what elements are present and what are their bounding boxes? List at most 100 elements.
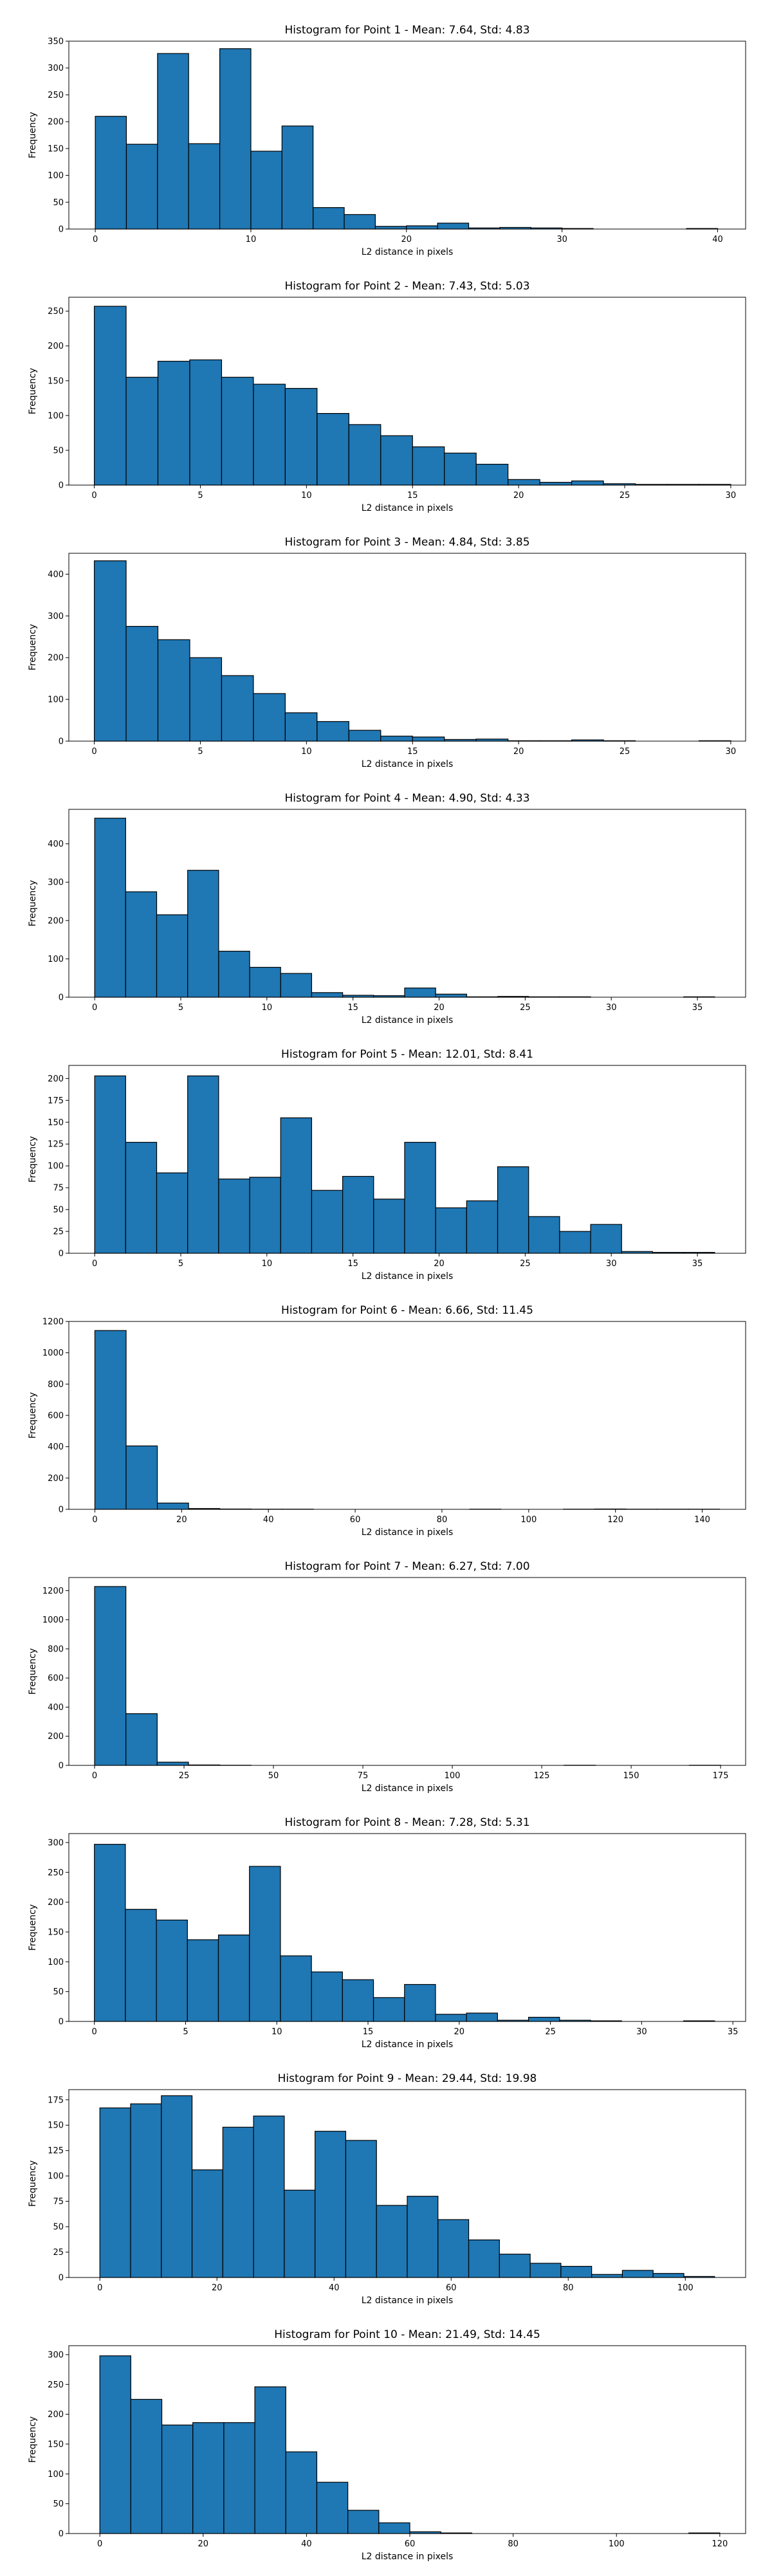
histogram-bar bbox=[405, 1985, 436, 2021]
y-axis-label: Frequency bbox=[28, 1136, 38, 1182]
x-tick-label: 35 bbox=[728, 2027, 739, 2037]
histogram-bar bbox=[405, 988, 436, 997]
x-tick-label: 40 bbox=[301, 2539, 312, 2549]
histogram-bar bbox=[187, 1940, 218, 2021]
x-tick-label: 20 bbox=[434, 1259, 445, 1269]
histogram-bar bbox=[313, 208, 344, 229]
histogram-bar bbox=[344, 214, 375, 229]
x-tick-label: 40 bbox=[712, 235, 723, 244]
x-tick-label: 25 bbox=[545, 2027, 556, 2037]
y-tick-label: 400 bbox=[48, 1703, 64, 1713]
histogram-bar bbox=[251, 151, 282, 229]
histogram-bar bbox=[95, 1076, 125, 1253]
histogram-bar bbox=[250, 968, 280, 997]
histogram-bar bbox=[221, 377, 253, 485]
histogram-bar bbox=[280, 973, 311, 997]
bars bbox=[100, 2356, 720, 2534]
x-axis-label: L2 distance in pixels bbox=[362, 1271, 454, 1282]
histogram-bar bbox=[286, 2452, 317, 2534]
x-tick-label: 0 bbox=[93, 235, 98, 244]
y-tick-label: 50 bbox=[53, 1206, 64, 1215]
histogram-bar bbox=[280, 1118, 311, 1253]
histogram-bar bbox=[95, 561, 126, 741]
x-tick-label: 40 bbox=[263, 1515, 274, 1525]
chart-title: Histogram for Point 1 - Mean: 7.64, Std:… bbox=[284, 24, 529, 37]
histogram-bar bbox=[529, 2018, 560, 2021]
histogram-bar bbox=[466, 1201, 497, 1253]
y-tick-label: 800 bbox=[48, 1380, 64, 1390]
y-tick-label: 1000 bbox=[42, 1348, 64, 1358]
y-tick-label: 300 bbox=[48, 2350, 64, 2360]
histogram-bar bbox=[560, 1231, 591, 1253]
x-tick-label: 30 bbox=[606, 1259, 617, 1269]
x-tick-label: 20 bbox=[212, 2283, 223, 2293]
x-tick-label: 20 bbox=[401, 235, 412, 244]
y-tick-label: 50 bbox=[53, 2223, 64, 2232]
y-tick-label: 0 bbox=[59, 1249, 64, 1259]
x-tick-label: 30 bbox=[636, 2027, 647, 2037]
bars bbox=[95, 818, 715, 997]
histogram-bar bbox=[126, 1446, 158, 1509]
y-tick-label: 175 bbox=[48, 2095, 64, 2105]
chart-title: Histogram for Point 4 - Mean: 4.90, Std:… bbox=[284, 792, 529, 805]
x-tick-label: 10 bbox=[301, 747, 312, 757]
histogram-bar bbox=[349, 425, 380, 485]
y-tick-label: 0 bbox=[59, 737, 64, 747]
histogram-bar bbox=[126, 627, 158, 741]
y-tick-label: 0 bbox=[59, 993, 64, 1003]
x-tick-label: 30 bbox=[726, 747, 737, 757]
histogram-bar bbox=[157, 1173, 188, 1253]
x-tick-label: 80 bbox=[563, 2283, 574, 2293]
histogram-bar bbox=[250, 1177, 280, 1253]
histogram-bar bbox=[95, 306, 126, 485]
x-tick-label: 20 bbox=[434, 1003, 445, 1013]
x-tick-label: 20 bbox=[513, 491, 524, 501]
x-tick-label: 35 bbox=[692, 1003, 703, 1013]
x-axis-label: L2 distance in pixels bbox=[362, 759, 454, 769]
y-tick-label: 250 bbox=[48, 2380, 64, 2390]
y-tick-label: 200 bbox=[48, 342, 64, 351]
histogram-panel-4: Histogram for Point 4 - Mean: 4.90, Std:… bbox=[28, 792, 746, 1026]
y-tick-label: 50 bbox=[53, 446, 64, 455]
histogram-bar bbox=[253, 2116, 284, 2277]
histogram-bar bbox=[193, 2423, 224, 2534]
y-tick-label: 100 bbox=[48, 955, 64, 964]
x-tick-label: 0 bbox=[97, 2539, 102, 2549]
y-tick-label: 100 bbox=[48, 1958, 64, 1967]
y-tick-label: 100 bbox=[48, 2470, 64, 2479]
y-tick-label: 1000 bbox=[42, 1615, 64, 1625]
histogram-panel-1: Histogram for Point 1 - Mean: 7.64, Std:… bbox=[28, 24, 746, 257]
histogram-panel-8: Histogram for Point 8 - Mean: 7.28, Std:… bbox=[28, 1816, 746, 2050]
y-tick-label: 0 bbox=[59, 481, 64, 491]
y-tick-label: 150 bbox=[48, 1927, 64, 1937]
x-tick-label: 20 bbox=[454, 2027, 465, 2037]
histogram-bar bbox=[348, 2510, 379, 2534]
x-tick-label: 10 bbox=[262, 1003, 273, 1013]
x-tick-label: 100 bbox=[520, 1515, 537, 1525]
x-axis-label: L2 distance in pixels bbox=[362, 2039, 454, 2050]
y-tick-label: 600 bbox=[48, 1412, 64, 1421]
histogram-bar bbox=[622, 2270, 653, 2277]
histogram-bar bbox=[376, 2205, 407, 2277]
histogram-bar bbox=[95, 1587, 126, 1765]
histogram-bar bbox=[407, 2196, 438, 2277]
histogram-bar bbox=[315, 2131, 346, 2277]
x-tick-label: 175 bbox=[713, 1771, 729, 1781]
histogram-bar bbox=[498, 1167, 529, 1253]
x-tick-label: 5 bbox=[178, 1003, 183, 1013]
y-tick-label: 250 bbox=[48, 307, 64, 317]
histogram-bar bbox=[219, 1935, 250, 2021]
histogram-bar bbox=[591, 1224, 621, 1253]
histogram-bar bbox=[188, 870, 219, 997]
y-tick-label: 150 bbox=[48, 144, 64, 154]
histogram-bar bbox=[253, 694, 285, 741]
histogram-bar bbox=[311, 1972, 342, 2021]
histogram-bar bbox=[436, 994, 466, 997]
histogram-bar bbox=[158, 53, 188, 229]
y-tick-label: 100 bbox=[48, 411, 64, 421]
histogram-bar bbox=[540, 483, 571, 485]
x-tick-label: 100 bbox=[609, 2539, 625, 2549]
x-tick-label: 100 bbox=[445, 1771, 461, 1781]
histogram-bar bbox=[125, 1909, 156, 2021]
y-tick-label: 300 bbox=[48, 1838, 64, 1848]
